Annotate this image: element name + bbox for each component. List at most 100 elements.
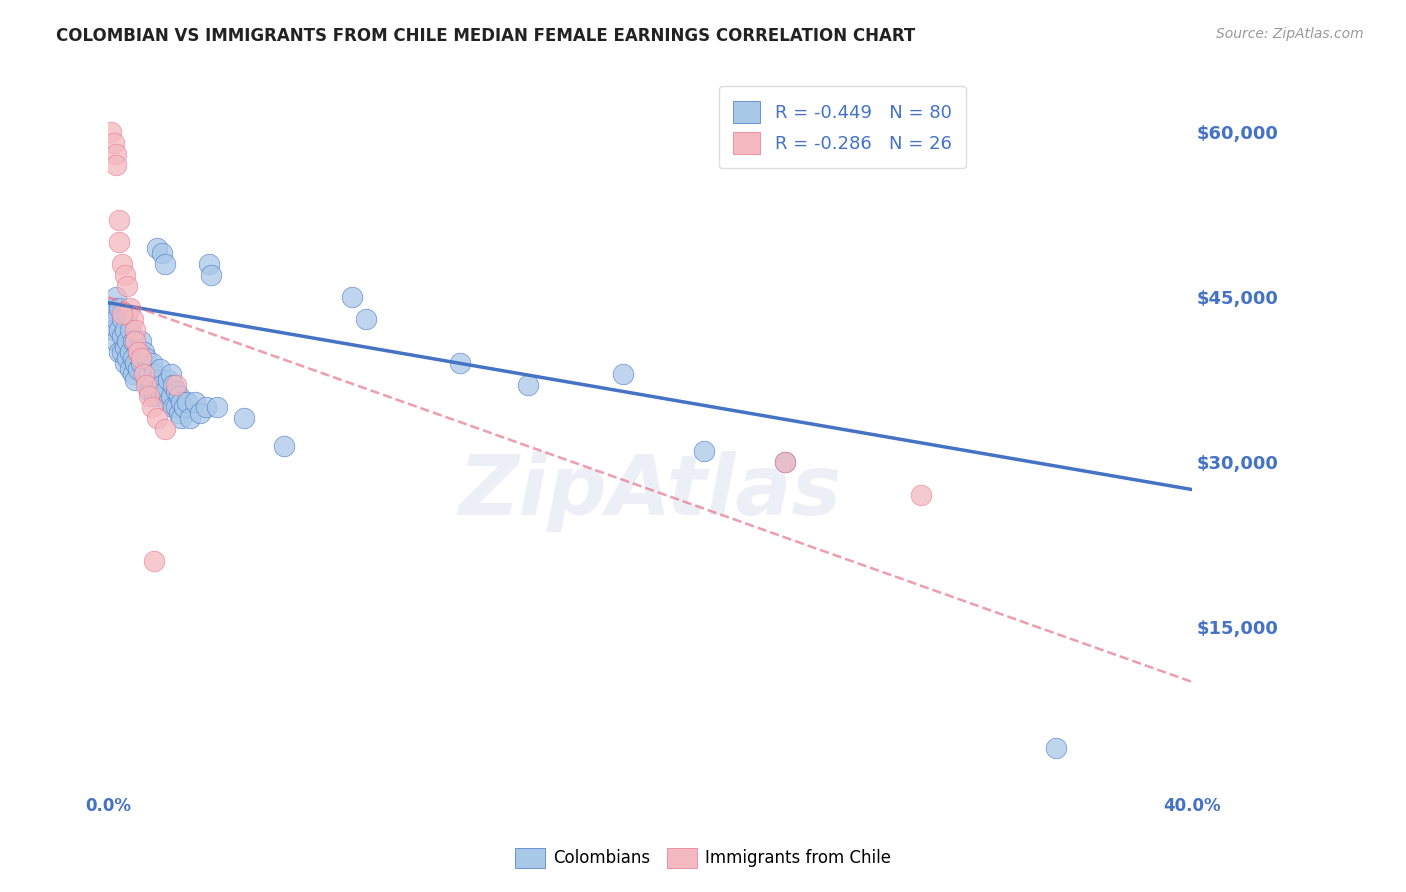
Legend: R = -0.449   N = 80, R = -0.286   N = 26: R = -0.449 N = 80, R = -0.286 N = 26 (718, 87, 966, 169)
Point (141, 378, 163, 392)
Point (129, 334, 152, 348)
Point (612, 367, 634, 381)
Text: ZipAtlas: ZipAtlas (458, 451, 842, 533)
Point (105, 147, 128, 161)
Point (152, 246, 174, 260)
Point (114, 356, 136, 370)
Point (103, 136, 125, 151)
Point (190, 406, 212, 420)
Point (121, 367, 143, 381)
Point (111, 257, 134, 271)
Point (354, 312, 377, 326)
Point (165, 384, 187, 398)
Point (108, 213, 131, 227)
Point (121, 351, 143, 365)
Point (111, 328, 134, 343)
Point (124, 373, 146, 387)
Point (124, 323, 146, 337)
Point (105, 290, 128, 304)
Point (118, 301, 141, 316)
Point (143, 367, 166, 381)
Point (132, 367, 155, 381)
Point (153, 257, 176, 271)
Point (138, 367, 160, 381)
Point (173, 400, 195, 414)
Point (179, 411, 201, 425)
Point (127, 345, 149, 359)
Point (159, 389, 181, 403)
Point (159, 367, 181, 381)
Point (449, 356, 471, 370)
Point (129, 351, 152, 365)
Point (111, 312, 134, 326)
Point (165, 378, 187, 392)
Point (117, 307, 139, 321)
Point (132, 345, 155, 359)
Point (114, 323, 136, 337)
Point (135, 373, 157, 387)
Point (775, 455, 797, 469)
Point (129, 356, 152, 370)
Point (162, 378, 184, 392)
Point (111, 345, 134, 359)
Point (117, 351, 139, 365)
Point (124, 356, 146, 370)
Point (135, 351, 157, 365)
Point (152, 378, 174, 392)
Point (153, 384, 176, 398)
Point (165, 400, 187, 414)
Point (121, 312, 143, 326)
Point (146, 241, 169, 255)
Point (273, 439, 295, 453)
Point (143, 389, 166, 403)
Point (105, 312, 128, 326)
Point (149, 361, 172, 376)
Point (103, 323, 125, 337)
Point (141, 356, 163, 370)
Point (176, 394, 198, 409)
Point (340, 290, 363, 304)
Text: Source: ZipAtlas.com: Source: ZipAtlas.com (1216, 27, 1364, 41)
Point (194, 400, 217, 414)
Point (124, 334, 146, 348)
Point (232, 411, 254, 425)
Point (108, 301, 131, 316)
Point (146, 411, 169, 425)
Point (127, 345, 149, 359)
Point (127, 361, 149, 376)
Text: COLOMBIAN VS IMMIGRANTS FROM CHILE MEDIAN FEMALE EARNINGS CORRELATION CHART: COLOMBIAN VS IMMIGRANTS FROM CHILE MEDIA… (56, 27, 915, 45)
Point (111, 307, 134, 321)
Point (132, 367, 155, 381)
Point (153, 422, 176, 436)
Point (517, 378, 540, 392)
Point (100, 125, 122, 139)
Point (117, 334, 139, 348)
Point (156, 394, 179, 409)
Point (138, 389, 160, 403)
Point (135, 378, 157, 392)
Point (114, 340, 136, 354)
Point (141, 400, 163, 414)
Point (105, 334, 128, 348)
Point (124, 334, 146, 348)
Point (100, 307, 122, 321)
Point (910, 488, 932, 502)
Point (167, 406, 190, 420)
Point (197, 257, 219, 271)
Legend: Colombians, Immigrants from Chile: Colombians, Immigrants from Chile (508, 841, 898, 875)
Point (121, 334, 143, 348)
Point (108, 323, 131, 337)
Point (170, 411, 193, 425)
Point (108, 235, 131, 250)
Point (146, 373, 169, 387)
Point (184, 394, 207, 409)
Point (143, 554, 166, 568)
Point (117, 279, 139, 293)
Point (200, 268, 222, 283)
Point (103, 301, 125, 316)
Point (138, 384, 160, 398)
Point (162, 400, 184, 414)
Point (170, 394, 193, 409)
Point (775, 455, 797, 469)
Point (118, 323, 141, 337)
